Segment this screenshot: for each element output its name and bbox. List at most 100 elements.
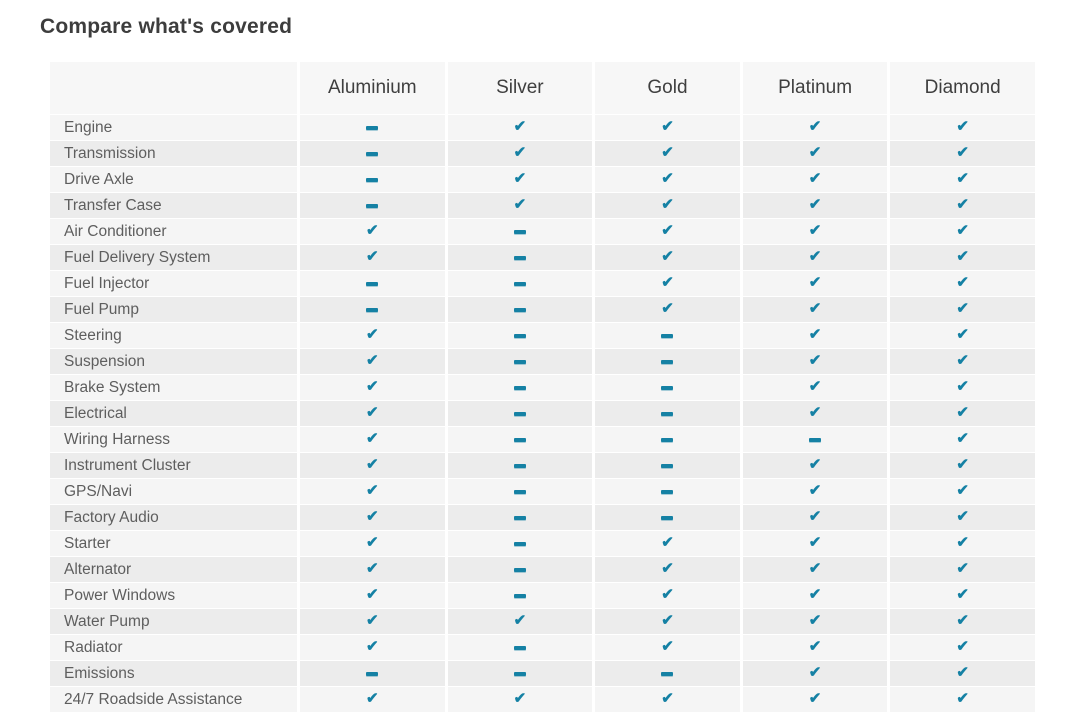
row-label: Water Pump: [50, 609, 297, 634]
coverage-cell: ✔: [742, 687, 888, 712]
check-icon: ✔: [366, 352, 379, 369]
row-label: Alternator: [50, 557, 297, 582]
check-icon: ✔: [956, 560, 969, 577]
coverage-cell: [447, 635, 593, 660]
dash-icon: [513, 515, 526, 520]
coverage-cell: [742, 427, 888, 452]
check-icon: ✔: [808, 248, 822, 265]
coverage-cell: ✔: [300, 583, 445, 608]
coverage-cell: [595, 349, 740, 374]
dash-icon: [513, 359, 526, 364]
coverage-cell: ✔: [890, 167, 1035, 192]
coverage-cell: ✔: [742, 349, 888, 374]
coverage-cell: ✔: [742, 583, 888, 608]
coverage-cell: ✔: [595, 297, 740, 322]
coverage-cell: ✔: [742, 609, 888, 634]
check-icon: ✔: [513, 118, 527, 135]
coverage-cell: ✔: [890, 531, 1035, 556]
table-row: Air Conditioner ✔ ✔ ✔ ✔: [50, 219, 1035, 244]
coverage-cell: [595, 401, 740, 426]
coverage-cell: ✔: [742, 193, 888, 218]
check-icon: ✔: [956, 508, 969, 525]
table-row: Suspension ✔ ✔ ✔: [50, 349, 1035, 374]
coverage-cell: [447, 505, 593, 530]
coverage-cell: ✔: [300, 531, 445, 556]
coverage-cell: ✔: [300, 401, 445, 426]
row-label: Suspension: [50, 349, 297, 374]
check-icon: ✔: [808, 144, 822, 161]
coverage-cell: ✔: [447, 687, 593, 712]
coverage-cell: ✔: [742, 635, 888, 660]
coverage-cell: ✔: [890, 193, 1035, 218]
coverage-cell: ✔: [890, 323, 1035, 348]
row-label: Transfer Case: [50, 193, 297, 218]
check-icon: ✔: [513, 612, 527, 629]
check-icon: ✔: [366, 430, 379, 447]
dash-icon: [366, 177, 379, 182]
coverage-cell: ✔: [300, 609, 445, 634]
check-icon: ✔: [366, 586, 379, 603]
check-icon: ✔: [956, 300, 969, 317]
check-icon: ✔: [661, 612, 674, 629]
coverage-cell: ✔: [742, 505, 888, 530]
coverage-cell: [447, 349, 593, 374]
coverage-cell: ✔: [742, 141, 888, 166]
page-title: Compare what's covered: [40, 15, 293, 38]
row-label: Radiator: [50, 635, 297, 660]
check-icon: ✔: [808, 196, 822, 213]
check-icon: ✔: [661, 560, 674, 577]
coverage-cell: [300, 297, 445, 322]
coverage-cell: [595, 661, 740, 686]
check-icon: ✔: [956, 170, 969, 187]
row-label: Power Windows: [50, 583, 297, 608]
check-icon: ✔: [808, 534, 822, 551]
check-icon: ✔: [808, 222, 822, 239]
table-row: Brake System ✔ ✔ ✔: [50, 375, 1035, 400]
row-label: Engine: [50, 115, 297, 140]
coverage-cell: ✔: [300, 479, 445, 504]
table-row: Radiator ✔ ✔ ✔ ✔: [50, 635, 1035, 660]
check-icon: ✔: [808, 118, 822, 135]
check-icon: ✔: [366, 690, 379, 707]
row-label: Air Conditioner: [50, 219, 297, 244]
dash-icon: [513, 671, 526, 676]
check-icon: ✔: [661, 248, 674, 265]
coverage-cell: ✔: [300, 557, 445, 582]
coverage-cell: [595, 479, 740, 504]
row-label: 24/7 Roadside Assistance: [50, 687, 297, 712]
coverage-cell: ✔: [742, 271, 888, 296]
coverage-cell: ✔: [890, 349, 1035, 374]
coverage-cell: ✔: [890, 479, 1035, 504]
coverage-cell: ✔: [742, 557, 888, 582]
coverage-cell: ✔: [890, 453, 1035, 478]
check-icon: ✔: [661, 586, 674, 603]
coverage-cell: ✔: [595, 141, 740, 166]
check-icon: ✔: [366, 248, 379, 265]
row-label: Starter: [50, 531, 297, 556]
coverage-cell: ✔: [595, 271, 740, 296]
table-row: Power Windows ✔ ✔ ✔ ✔: [50, 583, 1035, 608]
coverage-cell: [447, 271, 593, 296]
coverage-cell: [300, 141, 445, 166]
row-label: Wiring Harness: [50, 427, 297, 452]
table-row: 24/7 Roadside Assistance ✔ ✔ ✔ ✔ ✔: [50, 687, 1035, 712]
coverage-cell: [595, 427, 740, 452]
coverage-cell: ✔: [742, 661, 888, 686]
dash-icon: [661, 411, 674, 416]
check-icon: ✔: [808, 170, 822, 187]
dash-icon: [366, 203, 379, 208]
coverage-cell: [300, 271, 445, 296]
header-empty-cell: [50, 62, 297, 114]
check-icon: ✔: [956, 378, 969, 395]
coverage-cell: ✔: [742, 453, 888, 478]
check-icon: ✔: [956, 690, 969, 707]
check-icon: ✔: [661, 118, 674, 135]
check-icon: ✔: [956, 222, 969, 239]
coverage-cell: [447, 453, 593, 478]
check-icon: ✔: [366, 326, 379, 343]
coverage-cell: ✔: [447, 141, 593, 166]
dash-icon: [366, 151, 379, 156]
table-row: Fuel Injector ✔ ✔ ✔: [50, 271, 1035, 296]
check-icon: ✔: [808, 638, 822, 655]
table-row: GPS/Navi ✔ ✔ ✔: [50, 479, 1035, 504]
